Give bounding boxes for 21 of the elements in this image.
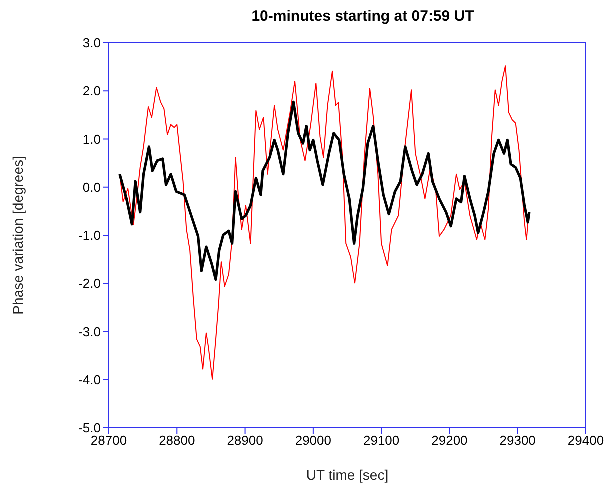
y-tick-label: -1.0 (78, 228, 101, 244)
y-tick-label: 0.0 (82, 180, 101, 195)
x-tick-label: 28800 (159, 433, 196, 448)
y-tick-label: 2.0 (82, 84, 101, 99)
y-tick-label: -2.0 (78, 276, 101, 292)
x-tick-label: 28900 (227, 433, 264, 448)
y-tick-label: -3.0 (78, 324, 101, 340)
chart-title: 10-minutes starting at 07:59 UT (250, 8, 476, 27)
x-tick-label: 29100 (363, 433, 400, 448)
x-tick-label: 28700 (90, 433, 128, 448)
x-tick-label: 29300 (500, 433, 536, 448)
x-tick-label: 29000 (295, 433, 332, 448)
x-tick-label: 29200 (432, 433, 468, 448)
y-tick-label: -4.0 (78, 372, 101, 388)
y-tick-label: 1.0 (82, 132, 101, 147)
y-axis-title: Phase variation [degrees] (10, 156, 26, 315)
y-tick-label: 3.0 (82, 36, 101, 51)
x-tick-label: 29400 (568, 433, 604, 448)
y-tick-label: -5.0 (78, 420, 101, 436)
x-axis-title: UT time [sec] (306, 467, 389, 483)
line-series (118, 100, 531, 282)
